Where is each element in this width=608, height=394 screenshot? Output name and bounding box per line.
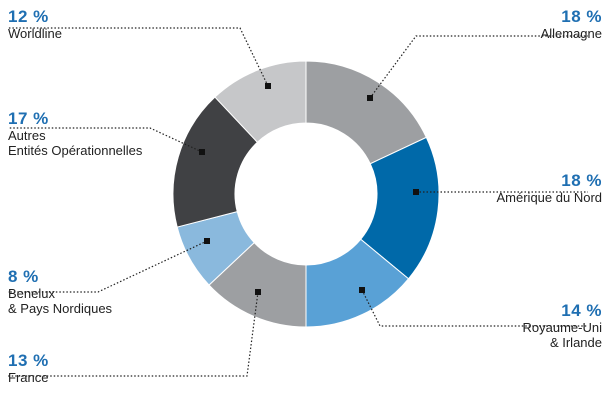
- marker-royaume-uni: [359, 287, 365, 293]
- marker-autres: [199, 149, 205, 155]
- leader-lines-group: [8, 27, 588, 377]
- pct-worldline: 12 %: [8, 7, 49, 26]
- label-france: 13 % France: [8, 351, 49, 386]
- label-benelux: 8 % Benelux & Pays Nordiques: [8, 267, 113, 317]
- leader-line-france: [8, 291, 259, 377]
- name-amerique-du-nord: Amérique du Nord: [496, 190, 603, 205]
- name-benelux-line1: Benelux: [8, 286, 55, 301]
- marker-france: [255, 289, 261, 295]
- marker-benelux: [204, 238, 210, 244]
- name-autres-line1: Autres: [8, 128, 46, 143]
- leader-line-worldline: [8, 27, 269, 87]
- pct-france: 13 %: [8, 351, 49, 370]
- label-royaume-uni: 14 % Royaume-Uni & Irlande: [522, 301, 602, 351]
- leader-line-allemagne: [369, 35, 588, 99]
- label-worldline: 12 % Worldline: [8, 7, 62, 42]
- leader-line-autres: [8, 127, 203, 153]
- name-worldline: Worldline: [8, 26, 62, 41]
- pct-benelux: 8 %: [8, 267, 39, 286]
- label-allemagne: 18 % Allemagne: [540, 7, 602, 42]
- name-france: France: [8, 370, 49, 385]
- leader-line-benelux: [8, 240, 208, 293]
- name-benelux-line2: & Pays Nordiques: [8, 301, 113, 316]
- slice-worldline: [214, 60, 307, 143]
- pct-allemagne: 18 %: [561, 7, 602, 26]
- pct-royaume-uni: 14 %: [561, 301, 602, 320]
- name-royaume-uni-line2: & Irlande: [549, 335, 602, 350]
- pct-amerique-du-nord: 18 %: [561, 171, 602, 190]
- slices-group: [172, 60, 440, 328]
- name-autres-line2: Entités Opérationnelles: [8, 143, 143, 158]
- marker-worldline: [265, 83, 271, 89]
- label-amerique-du-nord: 18 % Amérique du Nord: [496, 171, 603, 206]
- leader-line-royaume-uni: [361, 289, 588, 327]
- name-royaume-uni-line1: Royaume-Uni: [522, 320, 602, 335]
- marker-allemagne: [367, 95, 373, 101]
- name-allemagne: Allemagne: [540, 26, 602, 41]
- pct-autres: 17 %: [8, 109, 49, 128]
- label-autres: 17 % Autres Entités Opérationnelles: [8, 109, 143, 159]
- marker-amerique-du-nord: [413, 189, 419, 195]
